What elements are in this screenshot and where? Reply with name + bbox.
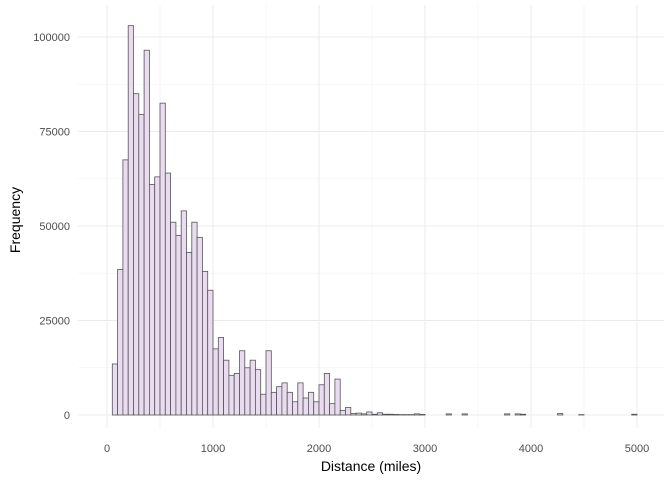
- histogram-bar: [122, 159, 129, 416]
- histogram-bar: [233, 373, 240, 416]
- y-axis-tick-labels: 0 25000 50000 75000 100000: [33, 32, 70, 422]
- histogram-bar: [557, 413, 564, 416]
- histogram-bar: [180, 210, 187, 416]
- histogram-bar: [239, 350, 246, 416]
- histogram-bar: [514, 413, 521, 416]
- x-tick-label: 0: [104, 443, 110, 455]
- histogram-bar: [371, 413, 378, 416]
- x-tick-label: 1000: [201, 443, 225, 455]
- histogram-bar: [164, 172, 172, 416]
- x-tick-label: 3000: [413, 443, 437, 455]
- histogram-bar: [392, 414, 399, 416]
- histogram-bar: [281, 382, 288, 416]
- histogram-bar: [223, 359, 230, 416]
- x-tick-label: 4000: [519, 443, 543, 455]
- histogram-bar: [387, 413, 394, 416]
- histogram-bar: [265, 350, 272, 416]
- histogram-bar: [286, 391, 293, 416]
- histogram-bar: [249, 359, 256, 416]
- histogram-bar: [138, 114, 145, 416]
- histogram-bar: [323, 373, 330, 416]
- histogram-bar: [419, 414, 426, 416]
- histogram-bar: [297, 382, 304, 416]
- y-axis-title: Frequency: [7, 187, 23, 253]
- histogram-bar: [413, 413, 421, 416]
- histogram-bars: [111, 25, 638, 416]
- histogram-bar: [382, 413, 389, 416]
- histogram-bar: [355, 412, 362, 416]
- histogram-bar: [175, 235, 182, 416]
- histogram-bar: [318, 384, 325, 416]
- histogram-bar: [350, 413, 357, 416]
- histogram-bar: [260, 393, 267, 416]
- histogram-bar: [127, 25, 134, 416]
- histogram-bar: [307, 391, 315, 416]
- histogram-bar: [366, 411, 373, 416]
- histogram-bar: [334, 378, 341, 416]
- histogram-bar: [170, 221, 177, 416]
- histogram-bar: [345, 407, 352, 416]
- histogram-bar: [148, 184, 156, 416]
- histogram-bar: [111, 363, 119, 416]
- y-tick-label: 100000: [33, 32, 70, 44]
- x-axis-title: Distance (miles): [321, 458, 421, 474]
- histogram-bar: [159, 102, 166, 416]
- histogram-bar: [207, 289, 214, 416]
- histogram-bar: [329, 403, 336, 416]
- histogram-bar: [520, 413, 527, 416]
- histogram-bar: [461, 413, 468, 416]
- histogram-bar: [376, 412, 383, 416]
- y-tick-label: 75000: [39, 127, 70, 139]
- y-tick-label: 0: [64, 410, 70, 422]
- histogram-bar: [186, 252, 193, 416]
- histogram-bar: [270, 391, 277, 416]
- histogram-bar: [631, 413, 638, 416]
- x-axis-tick-labels: 0 1000 2000 3000 4000 5000: [104, 443, 649, 455]
- histogram-bar: [302, 397, 309, 416]
- histogram-bar: [117, 269, 124, 416]
- y-tick-label: 50000: [39, 221, 70, 233]
- histogram-bar: [191, 221, 198, 416]
- histogram-bar: [339, 410, 346, 416]
- histogram-bar: [360, 413, 368, 416]
- histogram-bar: [504, 413, 511, 416]
- y-tick-label: 25000: [39, 316, 70, 328]
- histogram-bar: [254, 369, 262, 416]
- x-tick-label: 5000: [625, 443, 649, 455]
- histogram-bar: [212, 348, 219, 416]
- histogram-bar: [445, 413, 452, 416]
- histogram-bar: [276, 386, 283, 416]
- x-tick-label: 2000: [307, 443, 331, 455]
- histogram-bar: [154, 176, 161, 416]
- histogram-bar: [217, 337, 225, 416]
- histogram-bar: [228, 374, 235, 416]
- histogram-bar: [133, 93, 140, 416]
- histogram-bar: [143, 49, 150, 416]
- histogram-bar: [313, 401, 320, 416]
- histogram-bar: [196, 236, 203, 416]
- histogram-bar: [201, 270, 209, 416]
- histogram-bar: [292, 401, 299, 416]
- histogram-bar: [244, 367, 251, 416]
